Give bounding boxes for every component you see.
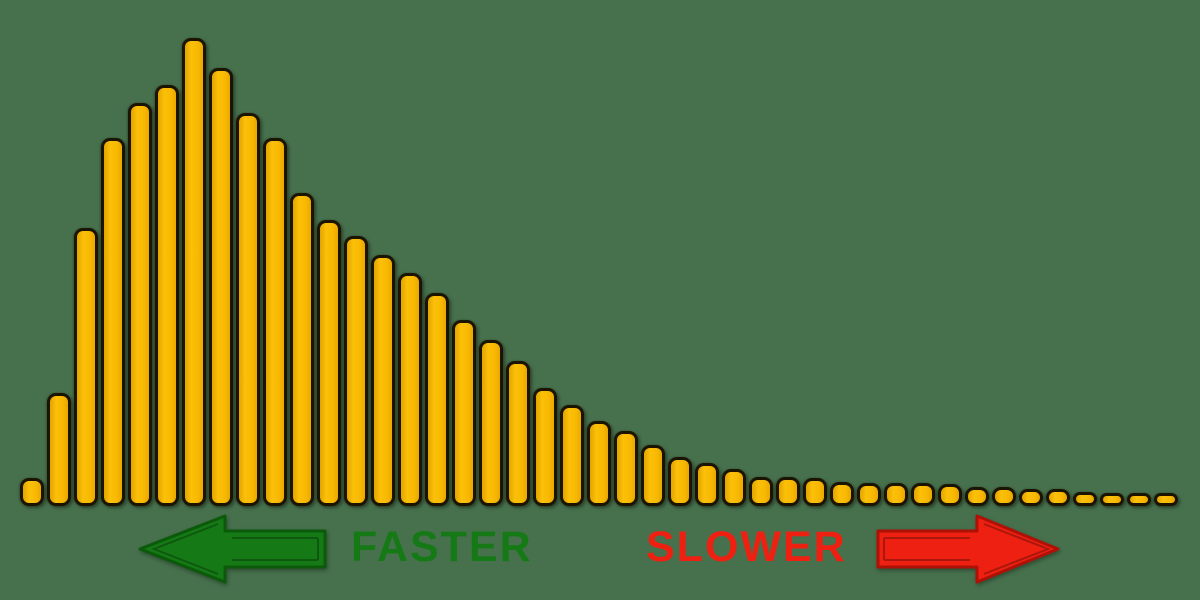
bar bbox=[425, 293, 449, 506]
slower-arrow-icon bbox=[876, 514, 1060, 584]
bar bbox=[533, 388, 557, 506]
bar bbox=[1154, 493, 1178, 506]
bar bbox=[1100, 493, 1124, 506]
bar bbox=[722, 469, 746, 506]
bar bbox=[20, 478, 44, 506]
bar bbox=[101, 138, 125, 506]
bar bbox=[344, 236, 368, 506]
bar bbox=[668, 457, 692, 506]
bar bbox=[992, 487, 1016, 506]
bar bbox=[560, 405, 584, 506]
bar bbox=[1046, 489, 1070, 506]
bar bbox=[1019, 489, 1043, 506]
bar bbox=[587, 421, 611, 506]
bar bbox=[965, 487, 989, 506]
bar bbox=[74, 228, 98, 506]
bar bbox=[182, 38, 206, 506]
bar bbox=[884, 483, 908, 506]
bar bbox=[776, 477, 800, 506]
bar bbox=[371, 255, 395, 506]
bar bbox=[155, 85, 179, 506]
bar bbox=[47, 393, 71, 506]
slower-label: SLOWER bbox=[646, 523, 847, 571]
bar bbox=[452, 320, 476, 506]
bar bbox=[1073, 492, 1097, 506]
bar bbox=[614, 431, 638, 506]
bar bbox=[263, 138, 287, 506]
bar bbox=[641, 445, 665, 506]
bar bbox=[830, 482, 854, 506]
faster-arrow-icon bbox=[138, 514, 327, 584]
bar bbox=[938, 484, 962, 506]
bar bbox=[317, 220, 341, 506]
bar bbox=[128, 103, 152, 506]
bar bbox=[911, 483, 935, 506]
bar bbox=[479, 340, 503, 506]
bar bbox=[749, 477, 773, 506]
bar bbox=[695, 463, 719, 506]
bar bbox=[209, 68, 233, 506]
bar bbox=[398, 273, 422, 506]
bar bbox=[236, 113, 260, 506]
bar bbox=[506, 361, 530, 506]
faster-label: FASTER bbox=[351, 523, 533, 571]
bar bbox=[803, 478, 827, 506]
bar bbox=[1127, 493, 1151, 506]
bar bbox=[290, 193, 314, 506]
bar bbox=[857, 483, 881, 506]
